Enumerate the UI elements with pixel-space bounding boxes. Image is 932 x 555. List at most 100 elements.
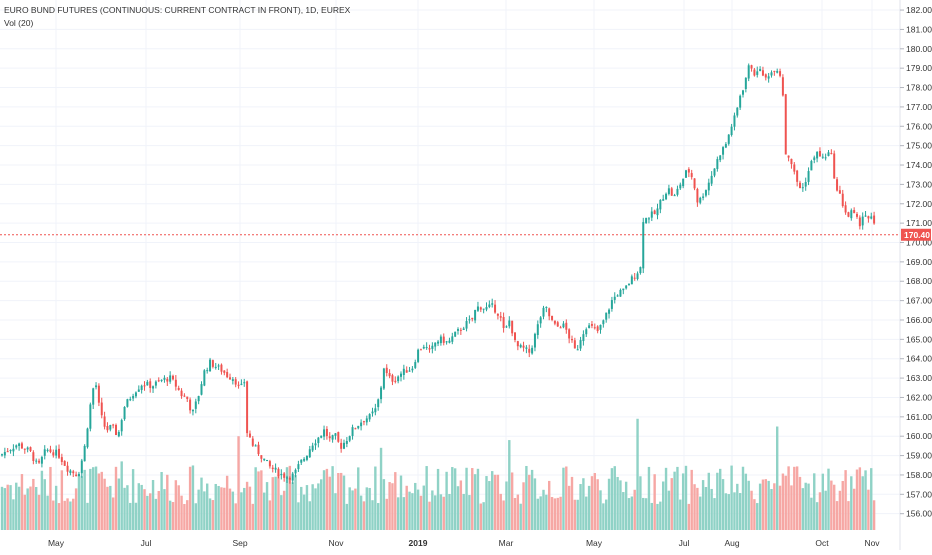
volume-bar	[46, 495, 49, 530]
candle-body	[1, 454, 3, 456]
volume-bar	[613, 466, 616, 530]
time-label: Jul	[679, 538, 690, 548]
candle-body	[260, 455, 263, 459]
candle-body	[531, 347, 534, 354]
volume-bar	[314, 488, 317, 530]
volume-bar	[308, 501, 311, 530]
candle-body	[286, 477, 288, 479]
volume-bar	[23, 494, 26, 530]
volume-bar	[616, 476, 619, 530]
candle-body	[873, 215, 876, 224]
volume-bar	[633, 489, 636, 530]
candle-body	[18, 443, 21, 446]
candle-body	[206, 370, 209, 372]
candle-body	[80, 460, 83, 474]
candle-body	[69, 470, 72, 473]
candle-body	[191, 409, 194, 412]
volume-bar	[322, 470, 326, 530]
volume-bar	[240, 492, 243, 530]
candle-body	[280, 473, 283, 476]
volume-bar	[288, 465, 292, 530]
candle-body	[496, 313, 499, 316]
candle-body	[72, 471, 75, 474]
volume-bar	[43, 479, 46, 530]
volume-bar	[92, 467, 95, 530]
candle-body	[337, 432, 340, 442]
volume-bar	[756, 503, 759, 530]
volume-bar	[627, 498, 631, 530]
candle-body	[804, 182, 807, 187]
price-tick-label: 167.00	[906, 296, 932, 306]
candle-body	[522, 345, 525, 348]
candle-body	[676, 188, 679, 195]
candle-body	[707, 182, 710, 191]
volume-bar	[154, 498, 158, 530]
candle-body	[767, 76, 770, 79]
volume-bar	[508, 440, 511, 530]
volume-bar	[317, 483, 320, 530]
volume-bar	[52, 500, 55, 530]
volume-bar	[750, 490, 753, 530]
volume-bar	[770, 489, 773, 530]
candle-body	[129, 399, 132, 401]
volume-bars	[0, 418, 876, 530]
candle-body	[528, 348, 531, 353]
volume-bar	[83, 469, 86, 530]
volume-bar	[285, 467, 289, 530]
candle-body	[274, 467, 277, 470]
volume-bar	[228, 488, 232, 530]
candle-body	[266, 460, 269, 462]
candle-body	[836, 179, 839, 191]
volume-bar	[778, 485, 782, 530]
candle-body	[693, 178, 696, 189]
candle-body	[479, 307, 482, 310]
candle-body	[134, 392, 137, 397]
candle-body	[58, 448, 60, 458]
volume-bar	[143, 489, 146, 530]
candle-body	[568, 329, 571, 339]
volume-bar	[465, 467, 468, 530]
candle-body	[380, 387, 383, 400]
volume-bar	[342, 475, 346, 530]
volume-bar	[510, 472, 514, 530]
price-tick-label: 157.00	[906, 489, 932, 499]
candle-body	[60, 457, 63, 462]
price-tick-label: 180.00	[906, 44, 932, 54]
candle-body	[343, 442, 345, 449]
volume-bar	[599, 490, 602, 530]
volume-bar	[188, 466, 192, 530]
candle-body	[120, 420, 123, 432]
candle-body	[174, 379, 177, 387]
volume-bar	[493, 474, 497, 530]
volume-bar	[331, 466, 334, 530]
price-tick-label: 173.00	[906, 179, 932, 189]
candle-body	[858, 217, 861, 227]
candle-body	[733, 115, 736, 127]
candle-body	[257, 444, 260, 455]
candle-body	[608, 309, 611, 314]
volume-bar	[807, 483, 810, 530]
volume-bar	[539, 496, 542, 530]
candle-body	[137, 389, 140, 392]
volume-bar	[656, 503, 659, 530]
candle-body	[169, 375, 172, 382]
volume-bar	[716, 472, 719, 530]
volume-bar	[371, 500, 374, 530]
candle-body	[474, 309, 477, 321]
candle-body	[382, 368, 385, 389]
candle-body	[533, 333, 536, 348]
candle-body	[374, 408, 377, 413]
candle-body	[471, 317, 474, 320]
volume-bar	[653, 474, 656, 530]
time-label: Mar	[499, 538, 514, 548]
volume-bar	[411, 493, 414, 530]
candle-body	[357, 425, 360, 429]
volume-bar	[234, 503, 237, 530]
volume-bar	[305, 485, 309, 530]
chart-legend: EURO BUND FUTURES (CONTINUOUS: CURRENT C…	[4, 4, 350, 30]
volume-bar	[365, 487, 368, 530]
candle-body	[556, 322, 559, 327]
volume-bar	[243, 487, 246, 530]
